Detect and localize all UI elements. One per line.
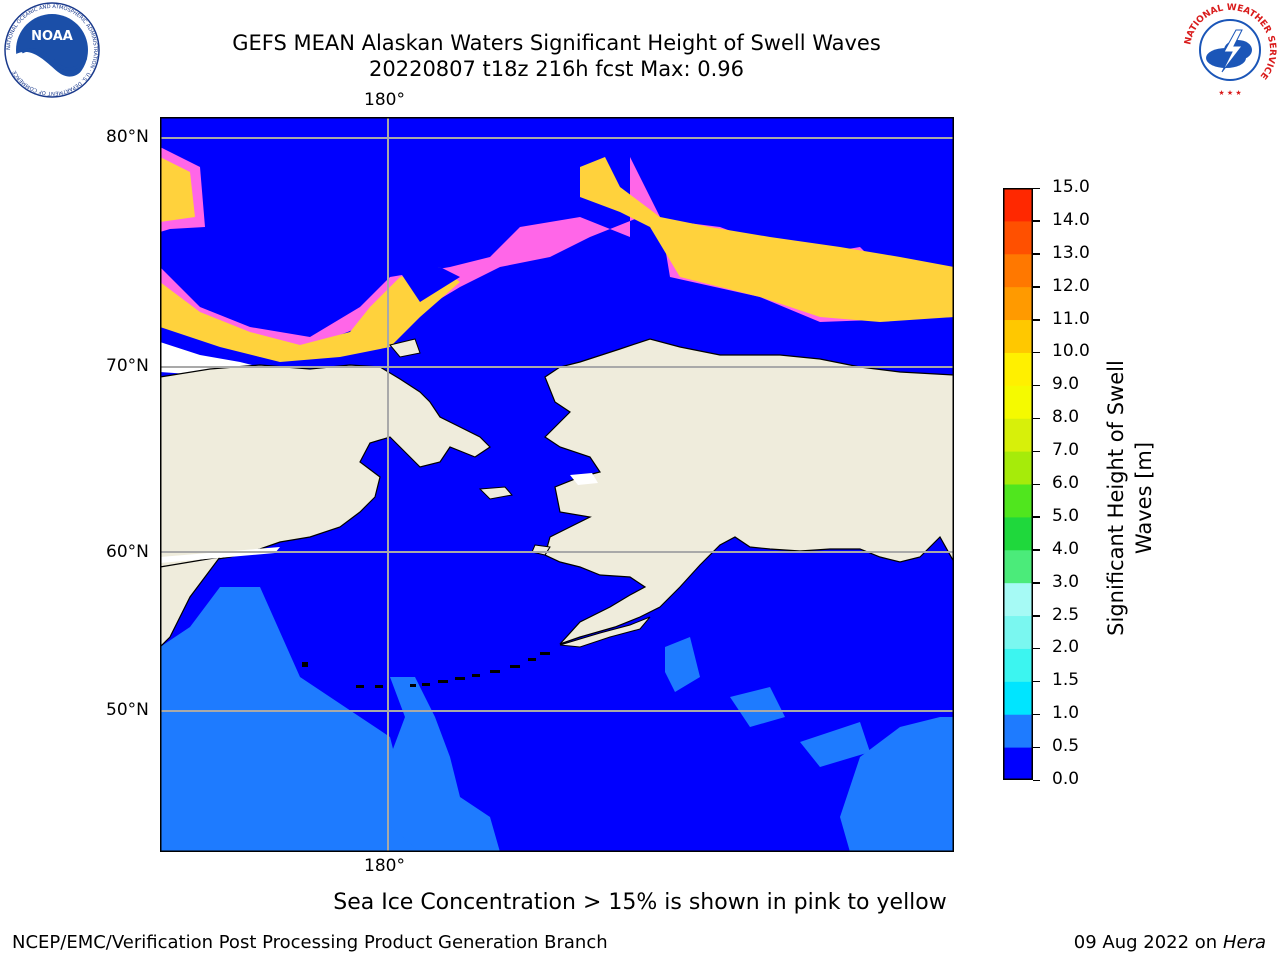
lon-label-bottom: 180° xyxy=(364,856,405,876)
colorbar-tick-label: 8.0 xyxy=(1052,407,1080,428)
colorbar-tick xyxy=(1033,351,1040,354)
swell-zone-south xyxy=(380,677,500,852)
colorbar-segment xyxy=(1003,188,1033,222)
aleutian-islands xyxy=(302,652,550,688)
colorbar-tick xyxy=(1033,187,1040,189)
sea-ice-footnote-text: Sea Ice Concentration > 15% is shown in … xyxy=(333,890,947,915)
colorbar-title: Significant Height of Swell Waves [m] xyxy=(1102,318,1158,678)
colorbar-tick xyxy=(1033,582,1040,584)
colorbar-segment xyxy=(1003,484,1033,518)
colorbar-segment xyxy=(1003,714,1033,748)
colorbar xyxy=(1003,188,1033,780)
colorbar-tick-label: 7.0 xyxy=(1052,440,1080,461)
lat-label-80: 80°N xyxy=(106,127,149,147)
chart-title: GEFS MEAN Alaskan Waters Significant Hei… xyxy=(232,31,881,55)
colorbar-tick xyxy=(1033,319,1040,321)
colorbar-tick xyxy=(1033,647,1040,650)
colorbar-segment xyxy=(1003,385,1033,419)
colorbar-title-line1: Significant Height of Swell xyxy=(1104,360,1128,636)
colorbar-tick-label: 1.5 xyxy=(1052,670,1080,691)
noaa-logo-text: NOAA xyxy=(31,29,73,44)
colorbar-tick xyxy=(1033,450,1040,453)
colorbar-tick-label: 13.0 xyxy=(1052,242,1090,263)
map-panel xyxy=(160,117,954,852)
date-text: 09 Aug 2022 on xyxy=(1073,932,1218,953)
swell-patch-3 xyxy=(800,722,870,767)
colorbar-tick xyxy=(1033,746,1040,749)
land-siberia xyxy=(160,364,491,568)
land-alaska xyxy=(544,338,954,645)
svg-text:★ ★ ★: ★ ★ ★ xyxy=(1218,89,1241,97)
colorbar-segment xyxy=(1003,451,1033,485)
sea-ice-north xyxy=(580,157,954,322)
colorbar-tick-label: 2.5 xyxy=(1052,604,1080,625)
lat-label-50: 50°N xyxy=(106,700,149,720)
colorbar-segment xyxy=(1003,582,1033,617)
colorbar-tick-label: 4.0 xyxy=(1052,538,1080,559)
swell-patch-2 xyxy=(730,687,785,727)
colorbar-segment xyxy=(1003,319,1033,353)
land-kamchatka xyxy=(160,556,222,648)
colorbar-segment xyxy=(1003,681,1033,715)
noaa-logo: NATIONAL OCEANIC AND ATMOSPHERIC ADMINIS… xyxy=(4,2,100,98)
land-alaska-peninsula xyxy=(559,616,651,648)
colorbar-tick xyxy=(1033,615,1040,617)
colorbar-tick-label: 3.0 xyxy=(1052,571,1080,592)
colorbar-tick xyxy=(1033,713,1040,716)
colorbar-segment xyxy=(1003,648,1033,682)
land-wrangel-island xyxy=(389,338,421,358)
colorbar-tick-label: 12.0 xyxy=(1052,275,1090,296)
colorbar-segment xyxy=(1003,286,1033,321)
colorbar-tick xyxy=(1033,483,1040,485)
swell-patch-1 xyxy=(665,637,700,692)
colorbar-tick-label: 5.0 xyxy=(1052,505,1080,526)
colorbar-tick xyxy=(1033,680,1040,683)
colorbar-tick-label: 2.0 xyxy=(1052,637,1080,658)
date-host: Hera xyxy=(1222,932,1266,953)
credit-line: NCEP/EMC/Verification Post Processing Pr… xyxy=(12,932,608,953)
colorbar-tick-label: 14.0 xyxy=(1052,209,1090,230)
date-line: 09 Aug 2022 on Hera xyxy=(1074,932,1266,953)
colorbar-segment xyxy=(1003,516,1033,551)
sea-ice-west-core xyxy=(160,157,195,222)
map-frame xyxy=(160,117,954,852)
colorbar-segment xyxy=(1003,352,1033,386)
colorbar-segment xyxy=(1003,418,1033,452)
lat-label-60: 60°N xyxy=(106,542,149,562)
colorbar-tick xyxy=(1033,779,1040,781)
graticule xyxy=(160,117,954,852)
colorbar-tick xyxy=(1033,384,1040,387)
sea-ice-footnote: Sea Ice Concentration > 15% is shown in … xyxy=(0,890,1280,915)
colorbar-frame xyxy=(1003,188,1033,780)
colorbar-tick-label: 9.0 xyxy=(1052,374,1080,395)
colorbar-segment xyxy=(1003,253,1033,288)
lat-label-70: 70°N xyxy=(106,356,149,376)
colorbar-tick xyxy=(1033,220,1040,222)
colorbar-segment xyxy=(1003,549,1033,584)
land-st-lawrence-island xyxy=(478,486,513,500)
lon-label-top: 180° xyxy=(364,90,405,110)
norton-sound-ice xyxy=(570,473,598,485)
colorbar-segment xyxy=(1003,220,1033,255)
sea-ice-chukchi xyxy=(160,267,460,362)
chart-subtitle: 20220807 t18z 216h fcst Max: 0.96 xyxy=(369,57,744,81)
colorbar-tick xyxy=(1033,286,1040,288)
colorbar-segment xyxy=(1003,615,1033,649)
colorbar-tick-label: 10.0 xyxy=(1052,341,1090,362)
colorbar-tick xyxy=(1033,549,1040,551)
colorbar-tick-label: 0.0 xyxy=(1052,769,1080,789)
colorbar-tick xyxy=(1033,417,1040,420)
colorbar-tick-label: 6.0 xyxy=(1052,473,1080,493)
nws-logo: NATIONAL WEATHER SERVICE ★ ★ ★ xyxy=(1182,2,1278,98)
colorbar-tick-label: 0.5 xyxy=(1052,736,1080,757)
colorbar-tick-label: 1.0 xyxy=(1052,703,1080,724)
colorbar-segment xyxy=(1003,747,1033,780)
colorbar-tick xyxy=(1033,253,1040,255)
colorbar-tick xyxy=(1033,516,1040,518)
colorbar-tick-label: 11.0 xyxy=(1052,308,1090,329)
colorbar-title-line2: Waves [m] xyxy=(1132,441,1156,555)
colorbar-tick-label: 15.0 xyxy=(1052,177,1090,197)
